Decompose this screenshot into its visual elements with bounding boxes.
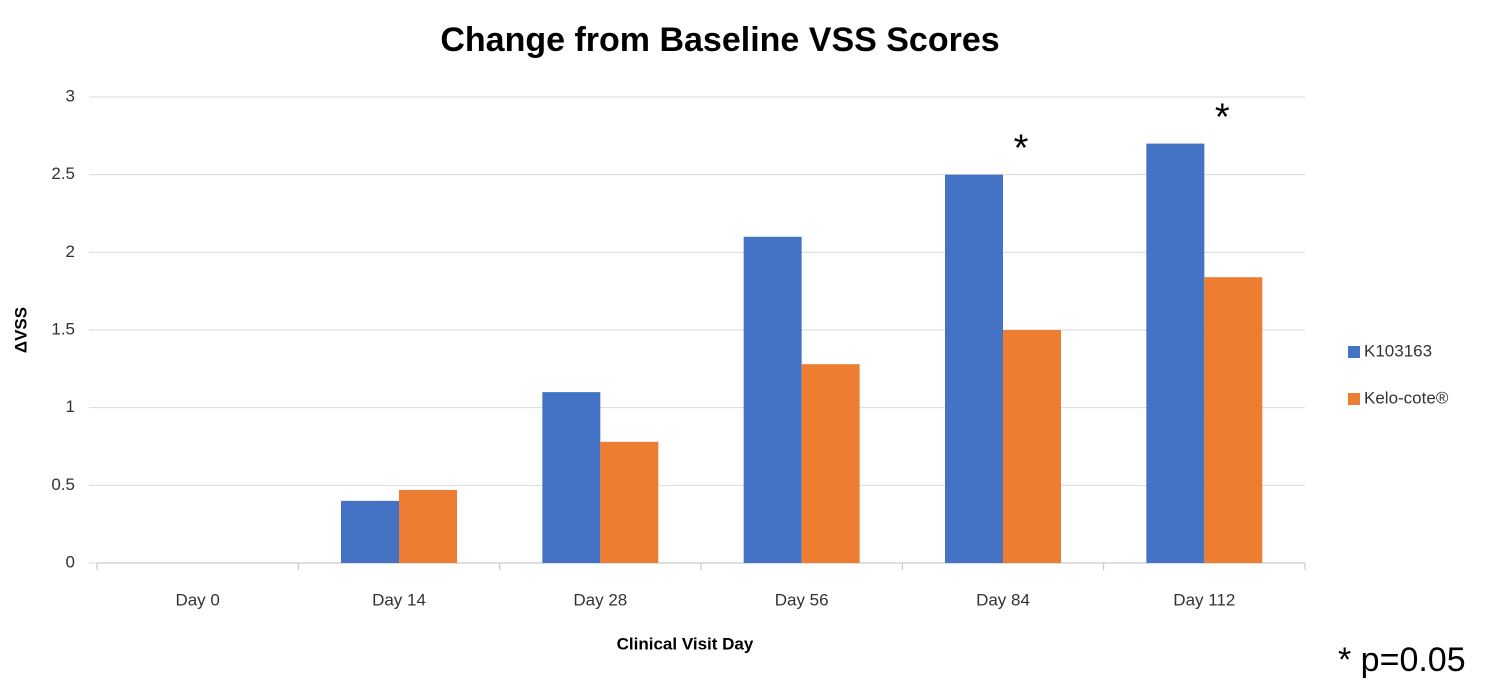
bar [801, 364, 860, 563]
legend-label: K103163 [1364, 341, 1432, 360]
bar [743, 236, 802, 564]
x-tick-label: Day 84 [976, 590, 1030, 609]
bar [399, 489, 457, 563]
x-axis-label: Clinical Visit Day [617, 634, 754, 653]
x-tick-label: Day 0 [175, 590, 219, 609]
x-tick-label: Day 112 [1173, 590, 1235, 609]
legend-swatch [1348, 393, 1360, 405]
bar [341, 500, 399, 563]
annotation: * [1014, 128, 1029, 170]
y-tick-label: 1 [66, 397, 75, 416]
bar [1204, 277, 1263, 563]
x-tick-label: Day 28 [573, 590, 627, 609]
y-tick-label: 0.5 [51, 475, 75, 494]
bar [600, 441, 659, 563]
y-tick-label: 2 [66, 242, 75, 261]
bar [945, 174, 1003, 563]
bar [1146, 143, 1205, 563]
x-tick-label: Day 56 [775, 590, 829, 609]
chart-title: Change from Baseline VSS Scores [440, 21, 999, 59]
legend-swatch [1348, 346, 1360, 358]
y-tick-label: 0 [66, 552, 75, 571]
note: * p=0.05 [1338, 641, 1466, 679]
x-tick-label: Day 14 [372, 590, 426, 609]
bar [1003, 330, 1061, 563]
y-tick-label: 1.5 [51, 319, 75, 338]
y-axis-label: ΔVSS [11, 307, 30, 353]
y-tick-label: 3 [66, 86, 75, 105]
y-tick-label: 2.5 [51, 164, 75, 183]
legend-label: Kelo-cote® [1364, 388, 1449, 407]
annotation: * [1215, 97, 1230, 139]
bar [542, 392, 601, 563]
